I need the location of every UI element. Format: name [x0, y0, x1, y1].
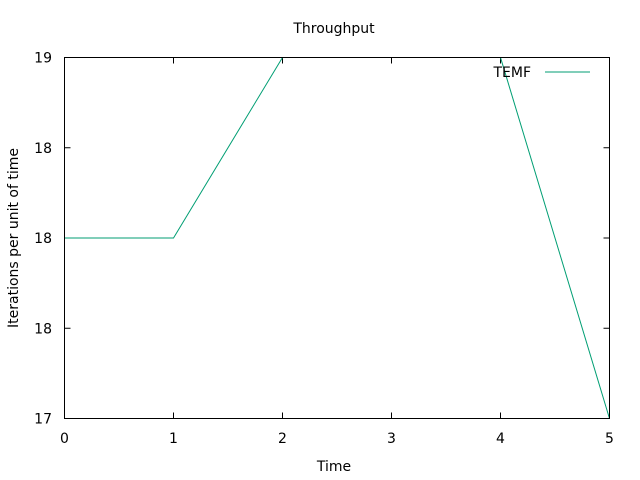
x-axis-label: Time: [316, 459, 351, 475]
x-tick-label: 0: [60, 431, 69, 447]
x-tick-label: 1: [169, 431, 178, 447]
chart-title: Throughput: [292, 21, 375, 37]
y-tick-label: 18: [34, 321, 52, 337]
legend-label: TEMF: [492, 65, 531, 81]
y-tick-label: 18: [34, 141, 52, 157]
legend: TEMF: [492, 65, 590, 81]
plot-frame: [64, 57, 610, 419]
x-tick-label: 5: [605, 431, 614, 447]
y-tick-label: 18: [34, 231, 52, 247]
x-tick-label: 3: [387, 431, 396, 447]
y-tick-label: 19: [34, 51, 52, 67]
series-line-0: [64, 57, 610, 419]
y-axis-label: Iterations per unit of time: [6, 148, 22, 328]
axis-ticks: 0 1 2 3 4 5 17 18 18 18 19: [34, 51, 614, 448]
y-tick-label: 17: [34, 412, 52, 428]
x-tick-label: 2: [278, 431, 287, 447]
series-layer: [64, 57, 610, 419]
x-tick-label: 4: [496, 431, 505, 447]
